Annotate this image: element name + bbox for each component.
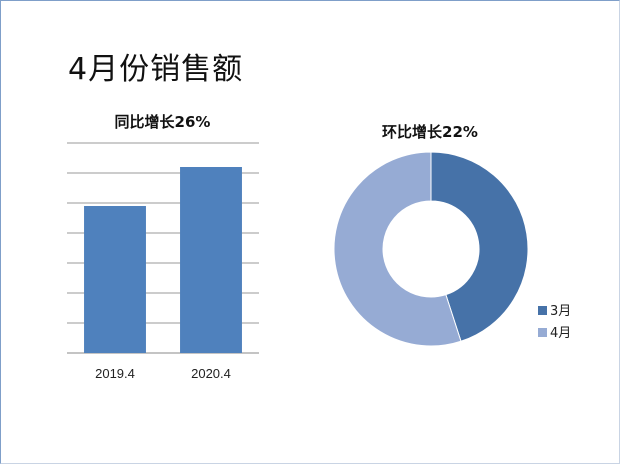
bar-2020.4 [180, 167, 242, 353]
legend-swatch [538, 306, 547, 315]
legend-swatch [538, 328, 547, 337]
x-tick-label: 2020.4 [191, 366, 231, 381]
legend-label: 4月 [550, 326, 571, 341]
donut-slice-3月 [430, 151, 529, 342]
donut-slice-4月 [333, 151, 462, 347]
bar-2019.4 [84, 206, 146, 353]
bar-chart-title: 同比增长26% [114, 113, 211, 131]
legend-label: 3月 [550, 304, 571, 319]
x-tick-label: 2019.4 [95, 366, 135, 381]
slide-title: 4月份销售额 [68, 52, 244, 87]
donut-chart-title: 环比增长22% [382, 123, 478, 141]
